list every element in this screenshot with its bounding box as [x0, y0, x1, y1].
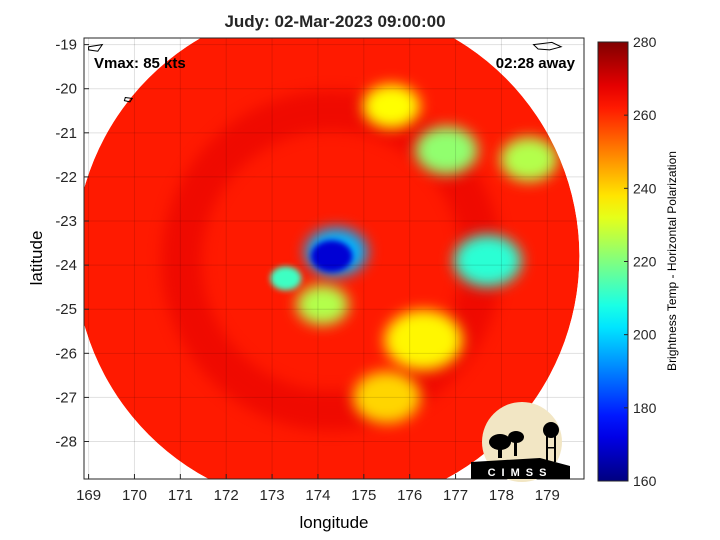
y-tick-label: -22 [55, 169, 77, 186]
y-tick-label: -24 [55, 257, 77, 274]
cimss-logo: CIMSS [471, 402, 570, 482]
grid [84, 38, 584, 479]
x-tick-label: 175 [351, 487, 376, 504]
x-axis-label: longitude [299, 513, 368, 532]
chart-title: Judy: 02-Mar-2023 09:00:00 [224, 12, 446, 31]
y-axis: -19 -20 -21 -22 -23 -24 -25 -26 -27 -28 [55, 37, 89, 451]
x-tick-label: 176 [397, 487, 422, 504]
coastline [88, 41, 563, 103]
x-tick-label: 169 [76, 487, 101, 504]
colorbar-tick-label: 200 [633, 327, 657, 343]
colorbar-ticks: 280 260 240 220 200 180 160 [624, 34, 657, 489]
tb-feature [384, 310, 463, 371]
coastline-path [532, 41, 563, 51]
logo-tower-icon [543, 422, 559, 462]
logo-building-icon [471, 458, 570, 479]
x-tick-label: 172 [214, 487, 239, 504]
y-tick-label: -27 [55, 389, 77, 406]
x-tick-label: 173 [260, 487, 285, 504]
coastline-path [88, 43, 104, 52]
y-tick-label: -21 [55, 125, 77, 142]
y-tick-label: -23 [55, 213, 77, 230]
y-tick-label: -28 [55, 434, 77, 451]
plot-frame [83, 37, 585, 480]
vmax-annotation: Vmax: 85 kts [94, 55, 186, 72]
x-tick-label: 174 [305, 487, 330, 504]
colorbar-tick-label: 180 [633, 400, 657, 416]
tb-feature [296, 284, 349, 325]
x-tick-label: 178 [489, 487, 514, 504]
tb-feature [352, 371, 421, 424]
colorbar-tick-label: 260 [633, 107, 657, 123]
colorbar-label: Brightness Temp - Horizontal Polarizatio… [665, 151, 679, 371]
tb-feature [270, 266, 302, 291]
tb-feature [415, 126, 478, 175]
x-tick-label: 170 [122, 487, 147, 504]
y-axis-label: latitude [27, 231, 46, 286]
x-tick-label: 171 [168, 487, 193, 504]
logo-dish-icon [489, 431, 524, 458]
colorbar-tick-label: 160 [633, 473, 657, 489]
y-tick-label: -25 [55, 301, 77, 318]
time-away-annotation: 02:28 away [496, 55, 576, 72]
x-tick-label: 177 [443, 487, 468, 504]
colorbar-tick-label: 240 [633, 180, 657, 196]
y-tick-label: -19 [55, 37, 77, 54]
y-tick-label: -26 [55, 345, 77, 362]
swath-layer [84, 38, 580, 479]
y-tick-label: -20 [55, 81, 77, 98]
x-tick-label: 179 [535, 487, 560, 504]
colorbar [597, 41, 629, 482]
colorbar-tick-label: 280 [633, 34, 657, 50]
tb-feature [500, 137, 558, 182]
tb-feature [453, 234, 522, 287]
logo-text: CIMSS [488, 467, 553, 479]
colorbar-tick-label: 220 [633, 254, 657, 270]
tb-feature [362, 84, 420, 129]
tb-feature [310, 240, 353, 273]
x-axis: 169 170 171 172 173 174 175 176 177 178 179 [76, 474, 560, 504]
coastline-path [123, 96, 134, 103]
